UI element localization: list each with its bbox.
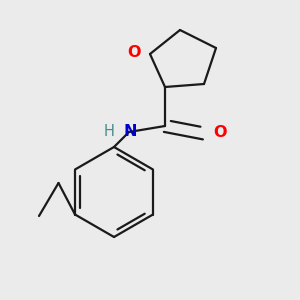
Text: O: O — [213, 125, 226, 140]
Text: N: N — [124, 124, 137, 139]
Text: H: H — [103, 124, 114, 139]
Text: O: O — [128, 45, 141, 60]
